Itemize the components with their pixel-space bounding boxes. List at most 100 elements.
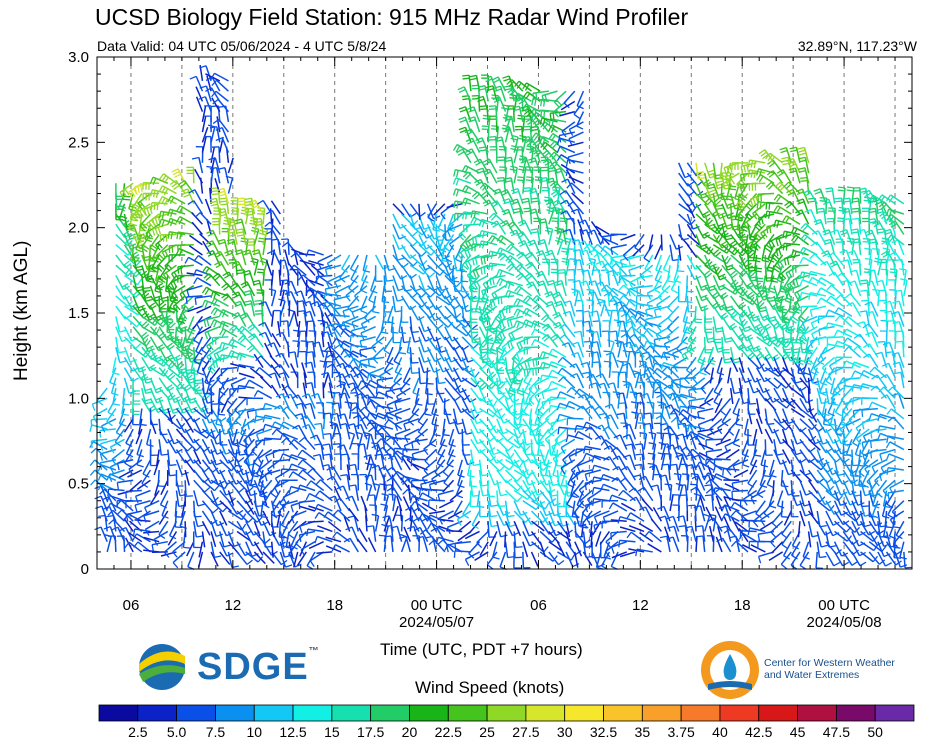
wind-barb-feather xyxy=(188,189,196,194)
wind-barb-feather xyxy=(469,485,477,488)
wind-barb-feather xyxy=(314,536,318,544)
wind-barb xyxy=(253,259,259,276)
wind-barb xyxy=(458,223,472,236)
wind-barb xyxy=(496,510,505,526)
wind-barb-feather xyxy=(452,144,458,151)
wind-barb-feather xyxy=(477,505,485,508)
wind-barb-feather xyxy=(124,188,130,196)
wind-barb xyxy=(132,367,143,382)
wind-barb xyxy=(204,325,221,334)
wind-barb-feather xyxy=(490,347,498,353)
wind-barb-feather xyxy=(573,330,581,334)
wind-barb xyxy=(91,438,108,442)
wind-barb xyxy=(490,75,498,92)
wind-barb-feather xyxy=(386,486,394,492)
wind-barb-feather xyxy=(127,300,134,307)
wind-barb-feather xyxy=(213,250,221,256)
wind-barb xyxy=(210,531,217,548)
wind-barb xyxy=(149,336,160,352)
wind-barb-feather xyxy=(529,160,537,164)
wind-barb xyxy=(201,106,207,122)
wind-barb xyxy=(464,530,480,540)
wind-barb xyxy=(521,146,524,163)
wind-barb xyxy=(481,229,498,236)
wind-barb xyxy=(394,418,411,425)
wind-barb-feather xyxy=(430,527,438,532)
wind-barb-feather xyxy=(196,535,204,538)
wind-barb xyxy=(319,454,325,471)
wind-barb-feather xyxy=(557,427,560,435)
wind-barb xyxy=(246,281,256,297)
wind-barb-feather xyxy=(148,270,156,273)
wind-barb xyxy=(366,485,373,501)
wind-barb xyxy=(425,529,437,543)
wind-barb-feather xyxy=(162,274,169,281)
wind-barb xyxy=(196,315,212,325)
wind-barb-feather xyxy=(305,493,310,501)
wind-barb xyxy=(184,398,193,414)
wind-barb xyxy=(274,372,282,389)
wind-barb-feather xyxy=(359,349,362,358)
wind-barb xyxy=(211,76,221,92)
wind-barb xyxy=(350,334,368,338)
wind-barb xyxy=(325,301,342,307)
wind-barb xyxy=(360,295,368,311)
wind-barb-feather xyxy=(141,482,149,488)
wind-barb xyxy=(442,539,455,553)
wind-barb-feather xyxy=(454,395,461,402)
wind-barb-feather xyxy=(473,211,477,219)
wind-barb-feather xyxy=(354,393,362,397)
wind-barb xyxy=(184,346,192,363)
wind-barb-feather xyxy=(384,370,391,376)
wind-barb xyxy=(406,336,412,353)
wind-barb xyxy=(316,551,333,555)
wind-barb-feather xyxy=(152,265,160,271)
wind-barb-feather xyxy=(326,263,332,270)
wind-barb-feather xyxy=(219,309,224,317)
wind-barb-feather xyxy=(343,353,351,358)
wind-barb-feather xyxy=(401,476,405,484)
wind-barb xyxy=(426,305,436,321)
wind-barb xyxy=(158,510,169,525)
wind-barb xyxy=(139,213,152,227)
wind-barb-feather xyxy=(512,369,520,372)
wind-barb xyxy=(418,336,425,353)
wind-barb xyxy=(186,295,203,298)
wind-barb-feather xyxy=(460,232,467,239)
wind-barb-feather xyxy=(360,323,366,331)
wind-barb-feather xyxy=(340,453,348,456)
wind-barb-feather xyxy=(325,312,333,318)
wind-barb xyxy=(123,377,130,394)
wind-barb-feather xyxy=(102,496,109,501)
wind-barb-feather xyxy=(458,234,465,241)
wind-barb-feather xyxy=(206,319,210,327)
wind-barb-feather xyxy=(489,456,496,462)
wind-barb xyxy=(167,356,180,370)
wind-barb-feather xyxy=(274,478,280,485)
wind-barb xyxy=(409,275,416,291)
wind-barb-feather xyxy=(455,281,462,288)
wind-barb xyxy=(215,90,229,102)
wind-barb xyxy=(409,264,424,275)
wind-barb xyxy=(236,479,249,493)
wind-barb-feather xyxy=(281,406,288,412)
wind-barb xyxy=(403,526,411,542)
wind-barb-feather xyxy=(273,363,281,369)
wind-barb-feather xyxy=(374,412,379,420)
wind-barb-feather xyxy=(296,300,304,303)
wind-barb xyxy=(159,490,169,506)
wind-barb xyxy=(293,310,299,327)
wind-barb xyxy=(201,449,211,465)
wind-barb-feather xyxy=(181,306,188,313)
wind-barb-feather xyxy=(233,543,241,548)
wind-barb xyxy=(218,118,230,133)
wind-barb xyxy=(210,449,217,466)
wind-barb-feather xyxy=(330,412,338,416)
wind-barb-feather xyxy=(507,515,515,518)
wind-barb-feather xyxy=(250,492,258,497)
wind-barb-feather xyxy=(462,98,470,101)
wind-barb xyxy=(210,459,220,475)
wind-barb xyxy=(198,541,204,558)
wind-barb xyxy=(287,520,299,535)
wind-barb-feather xyxy=(210,319,215,327)
